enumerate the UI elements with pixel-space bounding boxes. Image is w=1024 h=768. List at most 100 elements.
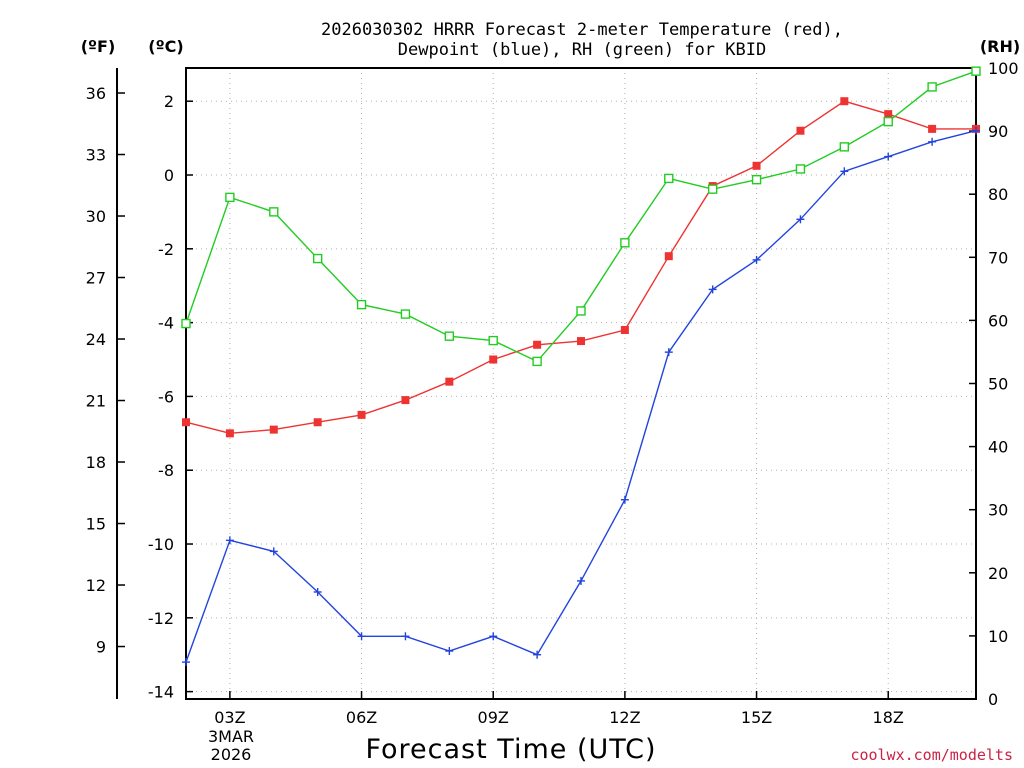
temperature-point	[533, 340, 542, 349]
rh-point	[927, 82, 937, 92]
temperature-point	[620, 325, 629, 334]
rh-point	[356, 299, 367, 310]
temperature-point	[796, 126, 805, 135]
rh-tick-label: 70	[988, 248, 1008, 267]
dewpoint-point	[182, 658, 190, 667]
temperature-point	[664, 252, 673, 261]
x-tick-label: 03Z	[214, 708, 245, 727]
temperature-point	[884, 110, 893, 119]
rh-point	[751, 174, 762, 185]
rh-point	[707, 184, 718, 194]
chart-title: 2026030302 HRRR Forecast 2-meter Tempera…	[321, 20, 843, 60]
rh-point	[400, 309, 411, 319]
temperature-point	[840, 97, 849, 106]
data-series	[181, 66, 981, 667]
fahrenheit-tick-label: 21	[86, 392, 106, 411]
celsius-tick-label: -14	[148, 683, 174, 702]
rh-tick-label: 0	[988, 690, 998, 709]
rh-point	[225, 192, 235, 203]
date-line-2: 2026	[211, 745, 252, 764]
temperature-point	[445, 377, 454, 386]
rh-point	[488, 335, 498, 346]
rh-tick-label: 100	[988, 59, 1019, 78]
rh-point	[181, 318, 191, 329]
celsius-tick-label: -4	[158, 314, 174, 333]
dewpoint-point	[840, 167, 849, 176]
celsius-tick-label: -12	[148, 609, 174, 628]
temperature-point	[752, 161, 761, 170]
dewpoint-point	[796, 215, 805, 224]
grid-lines	[186, 68, 976, 699]
rh-tick-label: 20	[988, 564, 1008, 583]
temperature-point	[182, 418, 190, 427]
x-tick-label: 18Z	[873, 708, 904, 727]
dewpoint-point	[225, 536, 234, 545]
rh-unit-label: (RH)	[980, 37, 1020, 56]
celsius-tick-label: -10	[148, 535, 174, 554]
rh-tick-label: 80	[988, 185, 1008, 204]
credit-text: coolwx.com/modelts	[850, 746, 1013, 764]
temperature-point	[269, 425, 278, 434]
x-axis-label: Forecast Time (UTC)	[365, 734, 656, 765]
plot-frame	[185, 67, 977, 700]
rh-tick-label: 40	[988, 438, 1008, 457]
celsius-unit-label: (ºC)	[148, 37, 183, 56]
fahrenheit-tick-label: 18	[86, 453, 106, 472]
rh-point	[444, 331, 455, 341]
dewpoint-point	[752, 255, 761, 264]
rh-tick-label: 50	[988, 375, 1008, 394]
x-tick-label: 12Z	[609, 708, 640, 727]
rh-tick-label: 10	[988, 627, 1008, 646]
rh-point	[312, 253, 323, 264]
temperature-point	[357, 410, 366, 419]
celsius-tick-label: -6	[158, 387, 174, 406]
dewpoint-point	[489, 632, 498, 641]
axes: 9121518212427303336-14-12-10-8-6-4-20201…	[86, 59, 1019, 727]
dewpoint-point	[972, 126, 980, 135]
dewpoint-point	[357, 632, 366, 641]
x-tick-label: 15Z	[741, 708, 772, 727]
dewpoint-point	[708, 285, 717, 294]
temperature-line	[185, 100, 976, 435]
dewpoint-point	[313, 587, 322, 596]
fahrenheit-tick-label: 9	[96, 638, 106, 657]
fahrenheit-tick-label: 33	[86, 146, 106, 165]
fahrenheit-tick-label: 24	[86, 330, 106, 349]
dewpoint-point	[269, 547, 278, 556]
rh-point	[269, 207, 279, 217]
rh-point	[795, 164, 806, 174]
dewpoint-point	[577, 576, 585, 585]
dewpoint-point	[664, 348, 673, 357]
temperature-point	[401, 396, 410, 405]
fahrenheit-tick-label: 36	[86, 84, 106, 103]
temperature-point	[928, 124, 937, 133]
rh-tick-label: 60	[988, 311, 1008, 330]
chart-title-line-1: 2026030302 HRRR Forecast 2-meter Tempera…	[321, 20, 843, 40]
rh-point	[532, 356, 542, 367]
date-line-1: 3MAR	[208, 727, 254, 746]
temperature-point	[489, 355, 498, 364]
dewpoint-point	[620, 495, 629, 504]
celsius-tick-label: -2	[158, 240, 174, 259]
temperature-point	[225, 429, 234, 438]
celsius-tick-label: 0	[164, 166, 174, 185]
dewpoint-point	[445, 647, 454, 656]
chart-title-line-2: Dewpoint (blue), RH (green) for KBID	[398, 40, 766, 60]
rh-line	[185, 70, 977, 363]
celsius-tick-label: -8	[158, 461, 174, 480]
x-tick-label: 06Z	[346, 708, 377, 727]
rh-point	[620, 238, 630, 248]
rh-tick-label: 30	[988, 501, 1008, 520]
dewpoint-point	[884, 152, 893, 161]
celsius-tick-label: 2	[164, 92, 174, 111]
rh-point	[576, 306, 586, 316]
fahrenheit-tick-label: 12	[86, 576, 106, 595]
rh-point	[664, 173, 674, 184]
dewpoint-point	[533, 650, 542, 659]
fahrenheit-unit-label: (ºF)	[81, 37, 116, 56]
fahrenheit-tick-label: 30	[86, 207, 106, 226]
temperature-point	[313, 418, 322, 427]
x-tick-label: 09Z	[478, 708, 509, 727]
dewpoint-point	[928, 137, 937, 146]
